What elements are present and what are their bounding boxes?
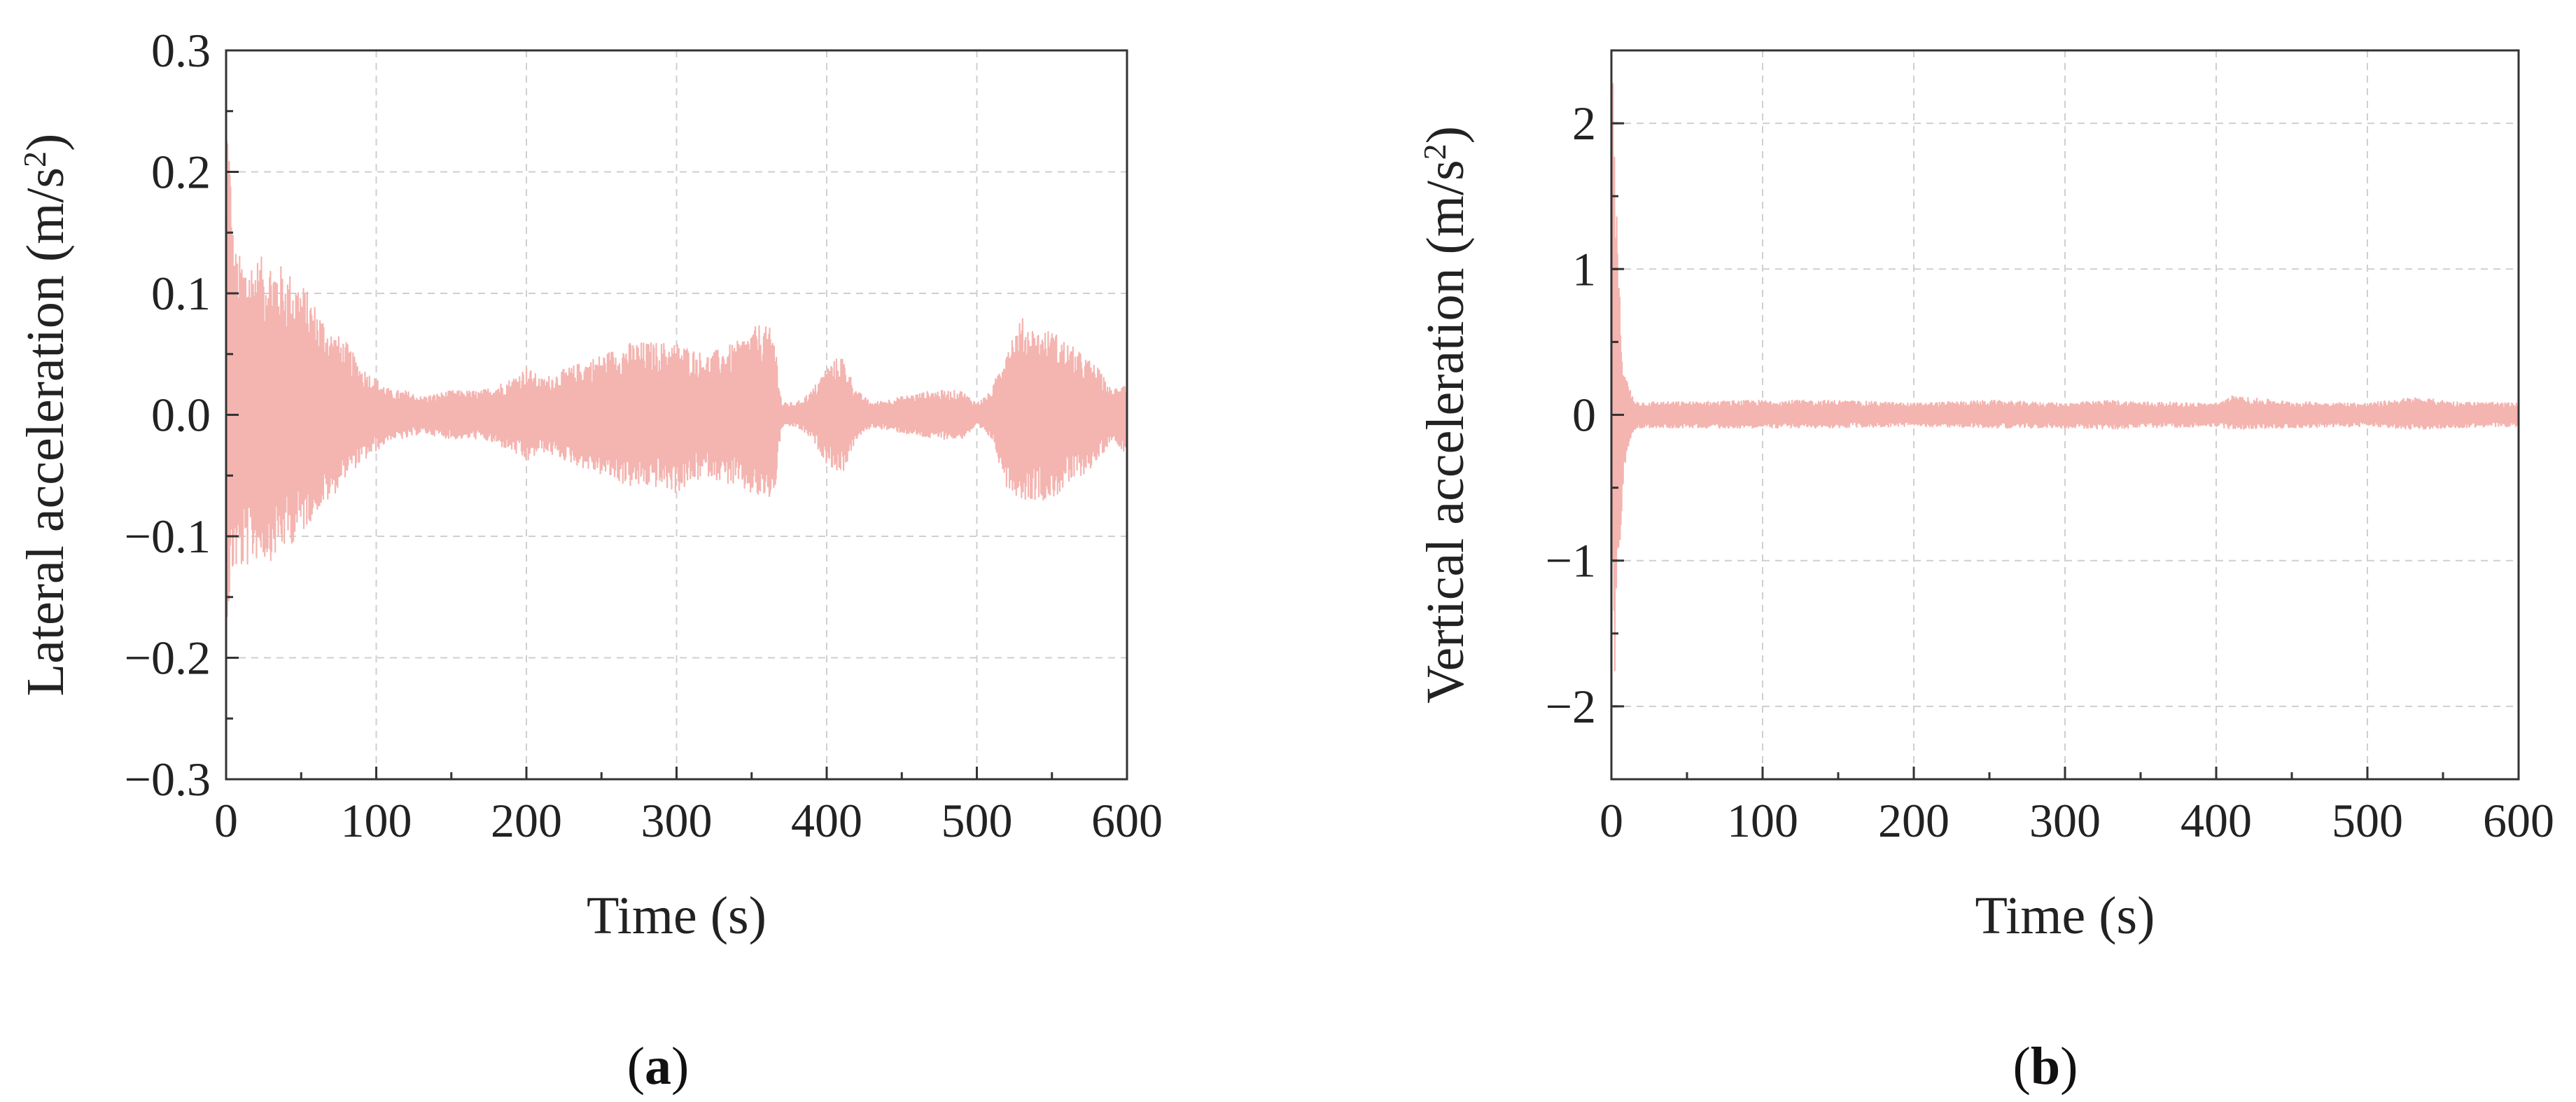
series-lateral — [225, 127, 1128, 618]
ticks-a — [225, 49, 1128, 781]
x-tick-label-b-4: 400 — [2180, 794, 2252, 847]
y-axis-title-a-main: Lateral acceleration (m/s — [16, 167, 75, 696]
y-tick-label-a-6: 0.3 — [151, 24, 211, 77]
x-tick-label-b-1: 100 — [1727, 794, 1798, 847]
x-axis-title-a: Time (s) — [587, 886, 766, 945]
x-tick-label-b-6: 600 — [2483, 794, 2554, 847]
x-tick-label-a-3: 300 — [641, 794, 713, 847]
series-line-b — [1610, 83, 2520, 671]
y-tick-label-a-3: 0.0 — [151, 389, 211, 442]
y-tick-label-a-0: −0.3 — [125, 753, 211, 806]
x-tick-labels-b: 0 100 200 300 400 500 600 — [1600, 794, 2554, 847]
y-tick-label-a-4: 0.1 — [151, 267, 211, 320]
caption-b: (b) — [2013, 1037, 2078, 1096]
y-tick-label-b-3: 1 — [1572, 242, 1596, 295]
y-axis-title-b-tail: ) — [1416, 126, 1475, 144]
panel-b: 0 100 200 300 400 500 600 −2 −1 0 1 2 Time (s) Ver… — [1416, 49, 2554, 1096]
series-vertical — [1610, 83, 2520, 671]
y-axis-title-b-main: Vertical acceleration (m/s — [1416, 160, 1475, 703]
caption-letter-a: a — [645, 1037, 671, 1096]
y-tick-label-a-2: −0.1 — [125, 510, 211, 563]
x-tick-label-a-4: 400 — [791, 794, 862, 847]
grid-a — [226, 50, 1127, 779]
y-tick-label-b-1: −1 — [1546, 534, 1596, 587]
x-tick-label-b-2: 200 — [1878, 794, 1949, 847]
y-tick-labels-a: −0.3 −0.2 −0.1 0.0 0.1 0.2 0.3 — [125, 24, 211, 806]
y-tick-label-b-2: 0 — [1572, 389, 1596, 442]
y-axis-title-b-sup: 2 — [1417, 144, 1452, 160]
x-tick-label-a-2: 200 — [491, 794, 562, 847]
x-tick-label-b-3: 300 — [2029, 794, 2101, 847]
panel-a: 0 100 200 300 400 500 600 −0.3 −0.2 −0.1 0.0 0.1 0.… — [16, 24, 1163, 1096]
x-tick-label-a-1: 100 — [341, 794, 412, 847]
x-tick-labels-a: 0 100 200 300 400 500 600 — [214, 794, 1163, 847]
x-tick-label-a-6: 600 — [1091, 794, 1163, 847]
y-tick-label-b-0: −2 — [1546, 680, 1596, 733]
series-line-a — [225, 127, 1128, 618]
x-axis-title-b: Time (s) — [1975, 886, 2155, 945]
caption-a: (a) — [627, 1037, 690, 1096]
x-tick-label-a-0: 0 — [214, 794, 238, 847]
y-axis-title-a-tail: ) — [16, 134, 75, 151]
y-axis-title-a: Lateral acceleration (m/s2) — [16, 134, 75, 697]
x-tick-label-a-5: 500 — [941, 794, 1013, 847]
caption-letter-b: b — [2031, 1037, 2060, 1096]
y-axis-title-a-sup: 2 — [17, 151, 52, 167]
x-tick-label-b-5: 500 — [2332, 794, 2403, 847]
y-tick-label-a-1: −0.2 — [125, 632, 211, 685]
x-tick-label-b-0: 0 — [1600, 794, 1623, 847]
y-axis-title-b: Vertical acceleration (m/s2) — [1416, 126, 1475, 704]
ticks-b — [1610, 49, 2520, 781]
y-tick-label-b-4: 2 — [1572, 97, 1596, 150]
y-tick-labels-b: −2 −1 0 1 2 — [1546, 97, 1596, 733]
y-tick-label-a-5: 0.2 — [151, 146, 211, 199]
